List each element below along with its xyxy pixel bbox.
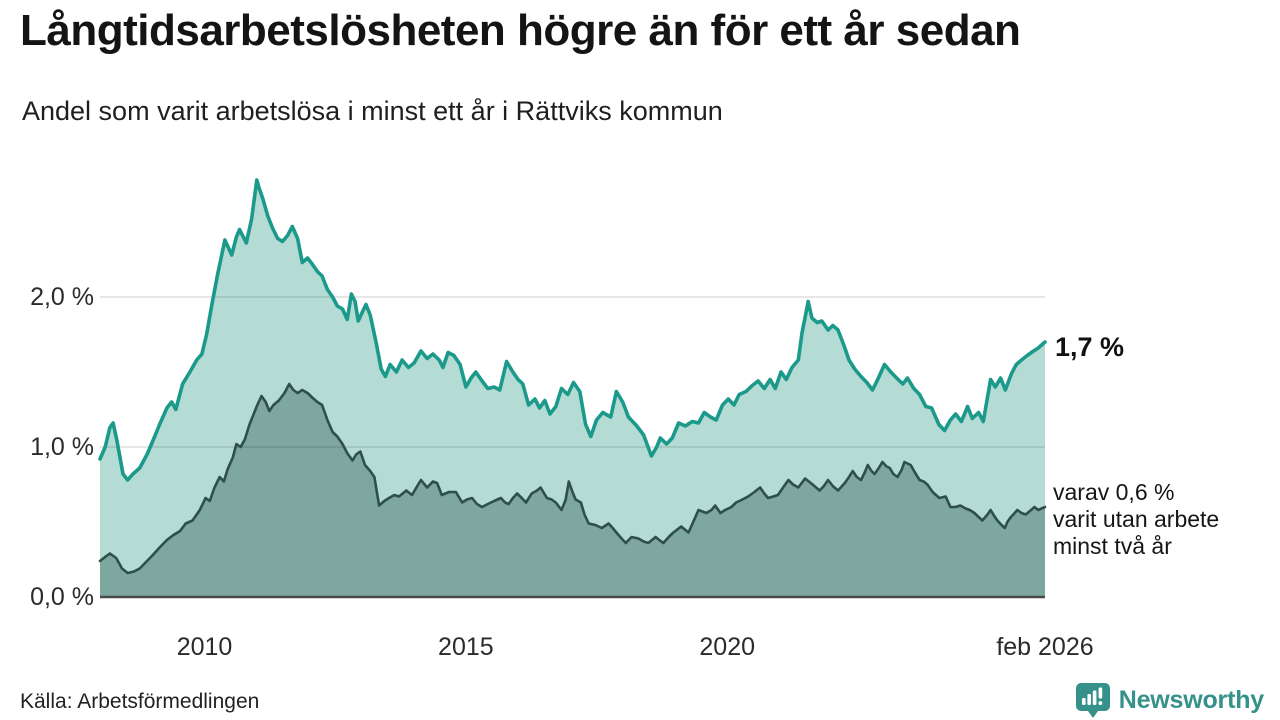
source-caption: Källa: Arbetsförmedlingen — [20, 690, 260, 713]
series-end-note: varav 0,6 % varit utan arbete minst två … — [1053, 479, 1219, 560]
gridlines — [100, 296, 1045, 448]
y-axis-tick-label: 1,0 % — [30, 433, 94, 461]
x-axis-tick-label: feb 2026 — [996, 633, 1094, 661]
x-axis-tick-label: 2015 — [438, 633, 494, 661]
series-end-note-line: varav 0,6 % — [1053, 479, 1175, 505]
series-end-note-line: varit utan arbete — [1053, 506, 1220, 532]
y-axis-tick-label: 0,0 % — [30, 583, 94, 611]
logo-bar-chart-glyph — [1081, 687, 1102, 705]
chart-subtitle: Andel som varit arbetslösa i minst ett å… — [22, 96, 723, 126]
newsworthy-logo-icon — [1075, 683, 1110, 718]
x-axis-tick-label: 2010 — [176, 633, 233, 661]
brand-lockup: Newsworthy — [1075, 682, 1264, 719]
x-axis-tick-label: 2020 — [699, 633, 756, 661]
series-line-unemployed-2yr — [98, 382, 1047, 575]
brand-name: Newsworthy — [1118, 686, 1264, 714]
series-line-unemployed-1yr — [98, 178, 1047, 482]
page-title: Långtidsarbetslösheten högre än för ett … — [20, 6, 1021, 55]
series-end-note-line: minst två år — [1053, 533, 1172, 559]
y-axis-tick-label: 2,0 % — [30, 283, 94, 311]
series-end-value-label: 1,7 % — [1055, 332, 1125, 362]
